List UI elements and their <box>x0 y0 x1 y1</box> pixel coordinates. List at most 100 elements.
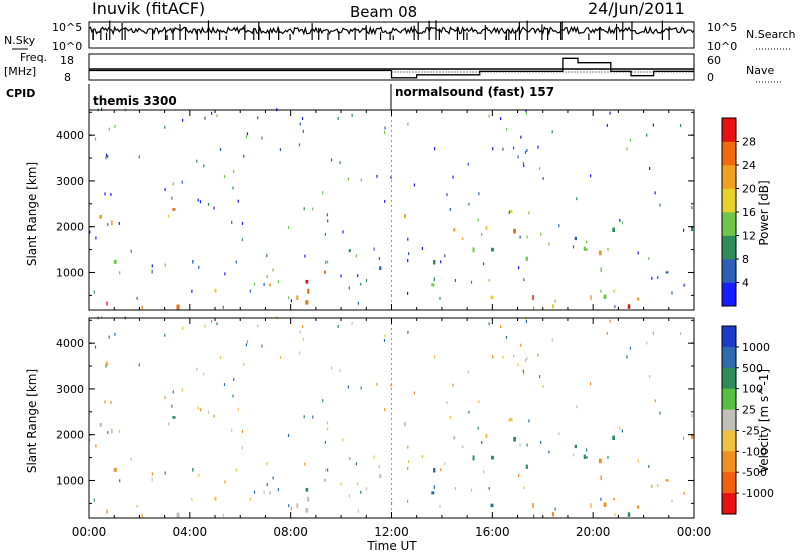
power-heatmap <box>89 107 694 310</box>
echo-cell <box>554 299 556 303</box>
echo-cell <box>305 487 309 492</box>
echo-cell <box>360 178 362 182</box>
echo-cell <box>433 260 436 265</box>
echo-cell <box>551 512 555 517</box>
cpid-mode-1: themis 3300 <box>93 94 177 108</box>
echo-cell <box>181 180 183 184</box>
echo-cell <box>572 245 575 249</box>
echo-cell <box>168 422 170 426</box>
echo-cell <box>302 337 304 341</box>
echo-cell <box>164 396 166 400</box>
colorbar-tick-label: 4 <box>742 277 749 290</box>
echo-cell <box>279 356 281 359</box>
cpid-strip: CPID themis 3300 normalsound (fast) 157 <box>6 84 554 110</box>
echo-cell <box>523 372 525 376</box>
colorbar-swatch <box>722 188 736 213</box>
echo-cell <box>540 440 542 444</box>
echo-cell <box>434 355 436 359</box>
echo-cell <box>106 301 108 306</box>
echo-cell <box>649 375 651 378</box>
echo-cell <box>654 191 656 195</box>
echo-cell <box>614 305 616 309</box>
echo-cell <box>196 367 198 371</box>
echo-cell <box>517 155 519 159</box>
echo-cell <box>477 426 479 430</box>
echo-cell <box>198 265 200 269</box>
noise-sky-label: N.Sky <box>4 34 36 47</box>
echo-cell <box>590 174 592 178</box>
echo-cell <box>452 383 454 387</box>
echo-cell <box>151 472 153 476</box>
echo-cell <box>585 456 588 459</box>
echo-cell <box>590 295 592 300</box>
echo-cell <box>683 491 685 495</box>
echo-cell <box>340 482 342 486</box>
echo-cell <box>337 116 339 120</box>
echo-cell <box>407 467 409 470</box>
noise-strip-frame <box>88 21 695 49</box>
velocity-panel: 1000 2000 3000 4000 Slant Range [km] 1000 50… <box>25 315 774 519</box>
echo-cell <box>214 288 217 293</box>
echo-cell <box>472 247 475 253</box>
echo-cell <box>243 154 245 158</box>
echo-cell <box>322 191 324 195</box>
echo-cell <box>138 155 140 159</box>
echo-cell <box>407 122 409 126</box>
echo-cell <box>204 116 206 120</box>
freq-strip: Freq. [MHz] 18 8 60 0 Nave <box>4 51 782 84</box>
echo-cell <box>290 299 292 303</box>
echo-cell <box>298 143 301 147</box>
echo-cell <box>164 333 166 337</box>
echo-cell <box>339 161 341 165</box>
echo-cell <box>105 361 108 365</box>
echo-cell <box>583 246 586 251</box>
echo-cell <box>513 354 515 358</box>
echo-cell <box>106 509 108 514</box>
echo-cell <box>176 512 180 518</box>
echo-cell <box>505 127 508 131</box>
cpid-mode-2: normalsound (fast) 157 <box>395 85 554 99</box>
noise-left-tick-top: 10^5 <box>52 21 82 34</box>
echo-cell <box>198 473 200 477</box>
echo-cell <box>245 135 247 139</box>
ytick-label: 4000 <box>56 129 84 142</box>
echo-cell <box>651 484 653 488</box>
echo-cell <box>303 207 305 211</box>
echo-cell <box>323 270 326 274</box>
power-colorbar: 4 8 12 16 20 24 28 <box>721 117 756 307</box>
echo-cell <box>105 364 107 368</box>
echo-cell <box>383 339 386 342</box>
echo-cell <box>453 228 456 232</box>
echo-cell <box>539 167 541 171</box>
echo-cell <box>586 240 588 244</box>
echo-cell <box>431 491 435 495</box>
echo-cell <box>502 147 504 151</box>
echo-cell <box>598 458 602 464</box>
echo-cell <box>508 418 510 422</box>
echo-cell <box>470 488 473 492</box>
echo-cell <box>141 514 144 518</box>
echo-cell <box>216 114 218 118</box>
colorbar-tick-label: 100 <box>742 383 763 396</box>
echo-cell <box>637 459 639 463</box>
echo-cell <box>509 209 513 214</box>
echo-cell <box>522 369 524 373</box>
freq-left-tick-bottom: 8 <box>64 71 71 84</box>
echo-cell <box>119 479 121 483</box>
colorbar-swatch <box>722 235 736 260</box>
echo-cell <box>576 405 578 409</box>
echo-cell <box>263 491 265 494</box>
echo-cell <box>526 149 528 152</box>
echo-cell <box>603 502 607 507</box>
echo-cell <box>454 279 456 282</box>
echo-cell <box>532 503 534 508</box>
colorbar-swatch <box>722 282 736 307</box>
echo-cell <box>526 235 528 239</box>
echo-cell <box>509 417 513 422</box>
echo-cell <box>107 362 109 366</box>
echo-cell <box>659 411 661 415</box>
echo-cell <box>542 385 544 388</box>
echo-cell <box>130 457 132 461</box>
echo-cell <box>519 443 521 447</box>
